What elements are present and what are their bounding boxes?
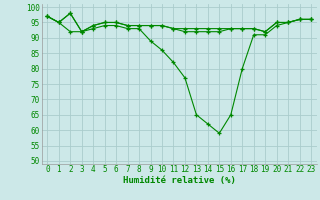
X-axis label: Humidité relative (%): Humidité relative (%) [123,176,236,185]
